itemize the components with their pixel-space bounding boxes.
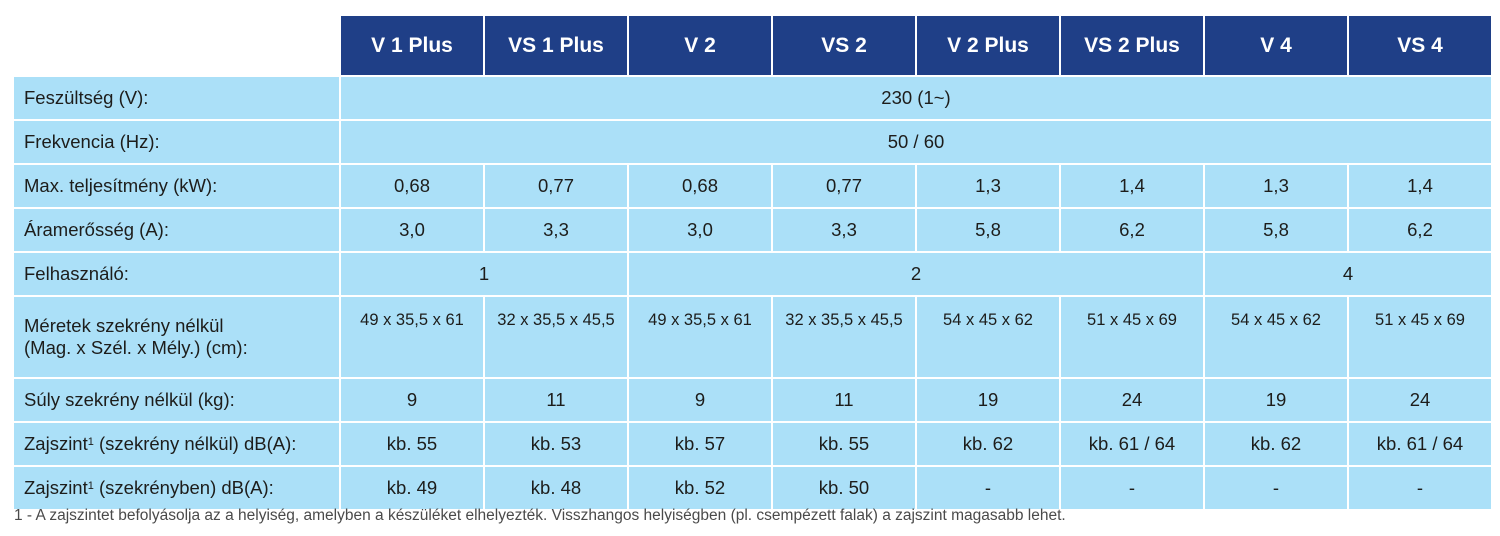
table-row-users: Felhasználó: 1 2 4 <box>14 253 1491 295</box>
table-row-noise-without-cabinet: Zajszint1 (szekrény nélkül) dB(A): kb. 5… <box>14 423 1491 465</box>
footnote-marker: 1 <box>87 480 94 492</box>
table-cell: 2 <box>629 253 1203 295</box>
table-cell: 1,4 <box>1061 165 1203 207</box>
table-row-current: Áramerősség (A): 3,0 3,3 3,0 3,3 5,8 6,2… <box>14 209 1491 251</box>
table-cell: 5,8 <box>917 209 1059 251</box>
table-cell: 51 x 45 x 69 <box>1061 297 1203 377</box>
header-row: V 1 Plus VS 1 Plus V 2 VS 2 V 2 Plus VS … <box>14 16 1491 75</box>
col-header: VS 4 <box>1349 16 1491 75</box>
col-header: V 2 <box>629 16 771 75</box>
col-header: VS 2 Plus <box>1061 16 1203 75</box>
table-cell: 32 x 35,5 x 45,5 <box>773 297 915 377</box>
table-cell: 11 <box>485 379 627 421</box>
table-row-noise-in-cabinet: Zajszint1 (szekrényben) dB(A): kb. 49 kb… <box>14 467 1491 509</box>
table-cell: 3,3 <box>485 209 627 251</box>
row-label: Feszültség (V): <box>14 77 339 119</box>
row-label-text: Zajszint <box>24 433 88 454</box>
table-cell: - <box>1205 467 1347 509</box>
table-row-dimensions: Méretek szekrény nélkül (Mag. x Szél. x M… <box>14 297 1491 377</box>
table-cell: 0,68 <box>341 165 483 207</box>
table-cell: 6,2 <box>1349 209 1491 251</box>
row-label: Max. teljesítmény (kW): <box>14 165 339 207</box>
row-label: Frekvencia (Hz): <box>14 121 339 163</box>
row-label: Áramerősség (A): <box>14 209 339 251</box>
row-label-line: Méretek szekrény nélkül <box>24 315 224 336</box>
table-cell: 9 <box>341 379 483 421</box>
table-cell: kb. 55 <box>341 423 483 465</box>
table-cell: kb. 61 / 64 <box>1349 423 1491 465</box>
table-cell: 19 <box>1205 379 1347 421</box>
row-label-text: Zajszint <box>24 477 88 498</box>
table-cell: 50 / 60 <box>341 121 1491 163</box>
table-cell: 51 x 45 x 69 <box>1349 297 1491 377</box>
table-cell: 1 <box>341 253 627 295</box>
footnote: 1 - A zajszintet befolyásolja az a helyi… <box>14 507 1066 524</box>
table-cell: 54 x 45 x 62 <box>1205 297 1347 377</box>
table-cell: 3,3 <box>773 209 915 251</box>
table-cell: 230 (1~) <box>341 77 1491 119</box>
table-cell: 3,0 <box>341 209 483 251</box>
table-cell: kb. 49 <box>341 467 483 509</box>
table-cell: 24 <box>1061 379 1203 421</box>
table-cell: 1,3 <box>917 165 1059 207</box>
col-header: V 2 Plus <box>917 16 1059 75</box>
table-cell: 4 <box>1205 253 1491 295</box>
table-cell: 0,77 <box>485 165 627 207</box>
table-cell: 3,0 <box>629 209 771 251</box>
row-label: Méretek szekrény nélkül (Mag. x Szél. x M… <box>14 297 339 377</box>
row-label: Zajszint1 (szekrényben) dB(A): <box>14 467 339 509</box>
table-cell: kb. 55 <box>773 423 915 465</box>
table-cell: 19 <box>917 379 1059 421</box>
table-cell: kb. 48 <box>485 467 627 509</box>
table-cell: 9 <box>629 379 771 421</box>
table-row-frequency: Frekvencia (Hz): 50 / 60 <box>14 121 1491 163</box>
table-cell: 54 x 45 x 62 <box>917 297 1059 377</box>
table-cell: kb. 62 <box>1205 423 1347 465</box>
row-label: Zajszint1 (szekrény nélkül) dB(A): <box>14 423 339 465</box>
table-cell: 11 <box>773 379 915 421</box>
header-corner <box>14 16 339 75</box>
table-cell: 1,3 <box>1205 165 1347 207</box>
table-cell: - <box>1061 467 1203 509</box>
row-label-text: (szekrény nélkül) dB(A): <box>93 433 297 454</box>
table-cell: 32 x 35,5 x 45,5 <box>485 297 627 377</box>
col-header: VS 2 <box>773 16 915 75</box>
table-cell: 6,2 <box>1061 209 1203 251</box>
col-header: V 1 Plus <box>341 16 483 75</box>
row-label: Súly szekrény nélkül (kg): <box>14 379 339 421</box>
table-cell: 0,77 <box>773 165 915 207</box>
table-cell: 5,8 <box>1205 209 1347 251</box>
row-label-line: (Mag. x Szél. x Mély.) (cm): <box>24 337 248 358</box>
table-cell: kb. 50 <box>773 467 915 509</box>
table-row-power: Max. teljesítmény (kW): 0,68 0,77 0,68 0… <box>14 165 1491 207</box>
row-label-text: (szekrényben) dB(A): <box>93 477 274 498</box>
table-row-weight: Súly szekrény nélkül (kg): 9 11 9 11 19 … <box>14 379 1491 421</box>
spec-table: V 1 Plus VS 1 Plus V 2 VS 2 V 2 Plus VS … <box>12 14 1493 511</box>
table-cell: kb. 57 <box>629 423 771 465</box>
table-cell: 24 <box>1349 379 1491 421</box>
col-header: VS 1 Plus <box>485 16 627 75</box>
footnote-marker: 1 <box>87 436 94 448</box>
col-header: V 4 <box>1205 16 1347 75</box>
table-cell: kb. 61 / 64 <box>1061 423 1203 465</box>
table-cell: - <box>917 467 1059 509</box>
table-cell: kb. 62 <box>917 423 1059 465</box>
table-cell: kb. 53 <box>485 423 627 465</box>
table-cell: 1,4 <box>1349 165 1491 207</box>
table-cell: 0,68 <box>629 165 771 207</box>
table-cell: 49 x 35,5 x 61 <box>341 297 483 377</box>
table-cell: kb. 52 <box>629 467 771 509</box>
row-label: Felhasználó: <box>14 253 339 295</box>
table-cell: 49 x 35,5 x 61 <box>629 297 771 377</box>
table-row-voltage: Feszültség (V): 230 (1~) <box>14 77 1491 119</box>
table-cell: - <box>1349 467 1491 509</box>
